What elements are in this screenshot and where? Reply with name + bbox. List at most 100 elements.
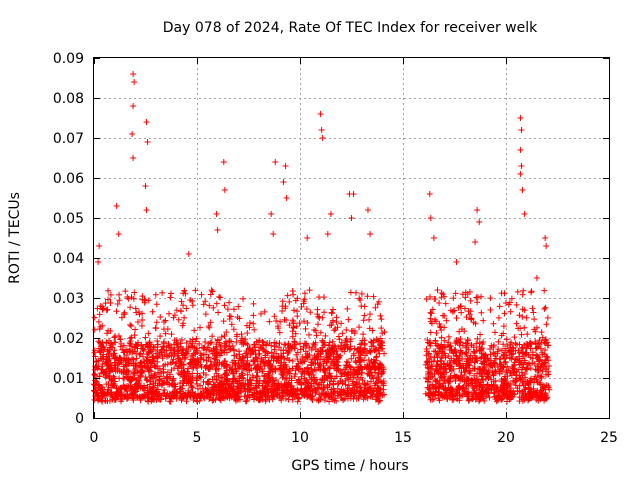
x-tick-label: 15 [394, 430, 412, 446]
data-point [367, 231, 374, 237]
grid-layer [94, 58, 609, 418]
data-point [243, 322, 250, 329]
data-point [95, 393, 102, 400]
data-point [531, 375, 538, 382]
data-point [320, 390, 327, 397]
data-point [501, 310, 508, 317]
data-point [314, 311, 321, 318]
data-point [135, 380, 142, 387]
data-point [108, 342, 115, 349]
data-point [127, 304, 134, 311]
data-point [236, 364, 243, 371]
data-point [226, 338, 233, 345]
data-point [165, 340, 172, 347]
data-point [339, 378, 346, 385]
data-point [230, 326, 237, 333]
data-point [160, 390, 167, 397]
data-point [357, 351, 364, 358]
data-point [272, 367, 279, 374]
data-point [352, 358, 359, 365]
data-point [528, 289, 535, 296]
data-point [158, 381, 165, 388]
data-point [308, 359, 315, 366]
data-point [366, 311, 373, 318]
data-point [427, 385, 434, 392]
data-point [200, 301, 207, 308]
data-point [200, 369, 207, 376]
data-point [470, 394, 477, 401]
data-point [542, 336, 549, 343]
data-point [542, 235, 549, 241]
data-point [216, 293, 223, 300]
data-point [541, 287, 548, 294]
data-point [240, 354, 247, 361]
data-point [271, 339, 278, 346]
data-point [142, 341, 149, 348]
data-point [466, 396, 473, 403]
data-point [472, 320, 479, 327]
data-point [446, 366, 453, 373]
data-point [306, 287, 313, 294]
data-point [187, 379, 194, 386]
data-point [136, 351, 143, 358]
data-point [509, 351, 516, 358]
data-point [253, 372, 260, 379]
data-point [465, 392, 472, 399]
data-point [429, 381, 436, 388]
data-point [289, 317, 296, 324]
data-point [271, 387, 278, 394]
data-point [93, 358, 100, 365]
data-point [522, 382, 529, 389]
data-point [148, 372, 155, 379]
data-point [265, 389, 272, 396]
data-point [349, 386, 356, 393]
data-point [370, 343, 377, 350]
data-point [154, 341, 161, 348]
data-point [525, 397, 532, 404]
data-point [432, 338, 439, 345]
data-point [178, 371, 185, 378]
data-point [456, 362, 463, 369]
data-point [516, 341, 523, 348]
data-point [99, 398, 106, 405]
data-point [233, 331, 240, 338]
data-point [241, 393, 248, 400]
data-point [341, 342, 348, 349]
data-point [247, 351, 254, 358]
data-point [209, 376, 216, 383]
data-point [175, 347, 182, 354]
data-point [438, 334, 445, 341]
data-point [493, 355, 500, 362]
data-point [527, 354, 534, 361]
data-point [434, 354, 441, 361]
data-point [224, 306, 231, 313]
data-point [463, 360, 470, 367]
data-point [328, 309, 335, 316]
data-point [282, 163, 289, 169]
data-point [117, 336, 124, 343]
x-tick-label: 5 [193, 430, 202, 446]
data-point [104, 330, 111, 337]
data-point [479, 373, 486, 380]
data-point [444, 342, 451, 349]
data-point [465, 376, 472, 383]
data-point [301, 370, 308, 377]
data-point [212, 356, 219, 363]
data-point [536, 391, 543, 398]
data-point [511, 334, 518, 341]
data-point [503, 336, 510, 343]
data-point [327, 211, 334, 217]
data-point [281, 364, 288, 371]
data-point [452, 290, 459, 297]
data-point [130, 155, 137, 161]
data-point [157, 313, 164, 320]
data-point [381, 329, 388, 336]
data-point [351, 328, 358, 335]
data-point [250, 312, 257, 319]
data-point [177, 307, 184, 314]
data-point [514, 356, 521, 363]
data-point [223, 329, 230, 336]
data-point [294, 313, 301, 320]
data-point [539, 351, 546, 358]
data-point [138, 394, 145, 401]
